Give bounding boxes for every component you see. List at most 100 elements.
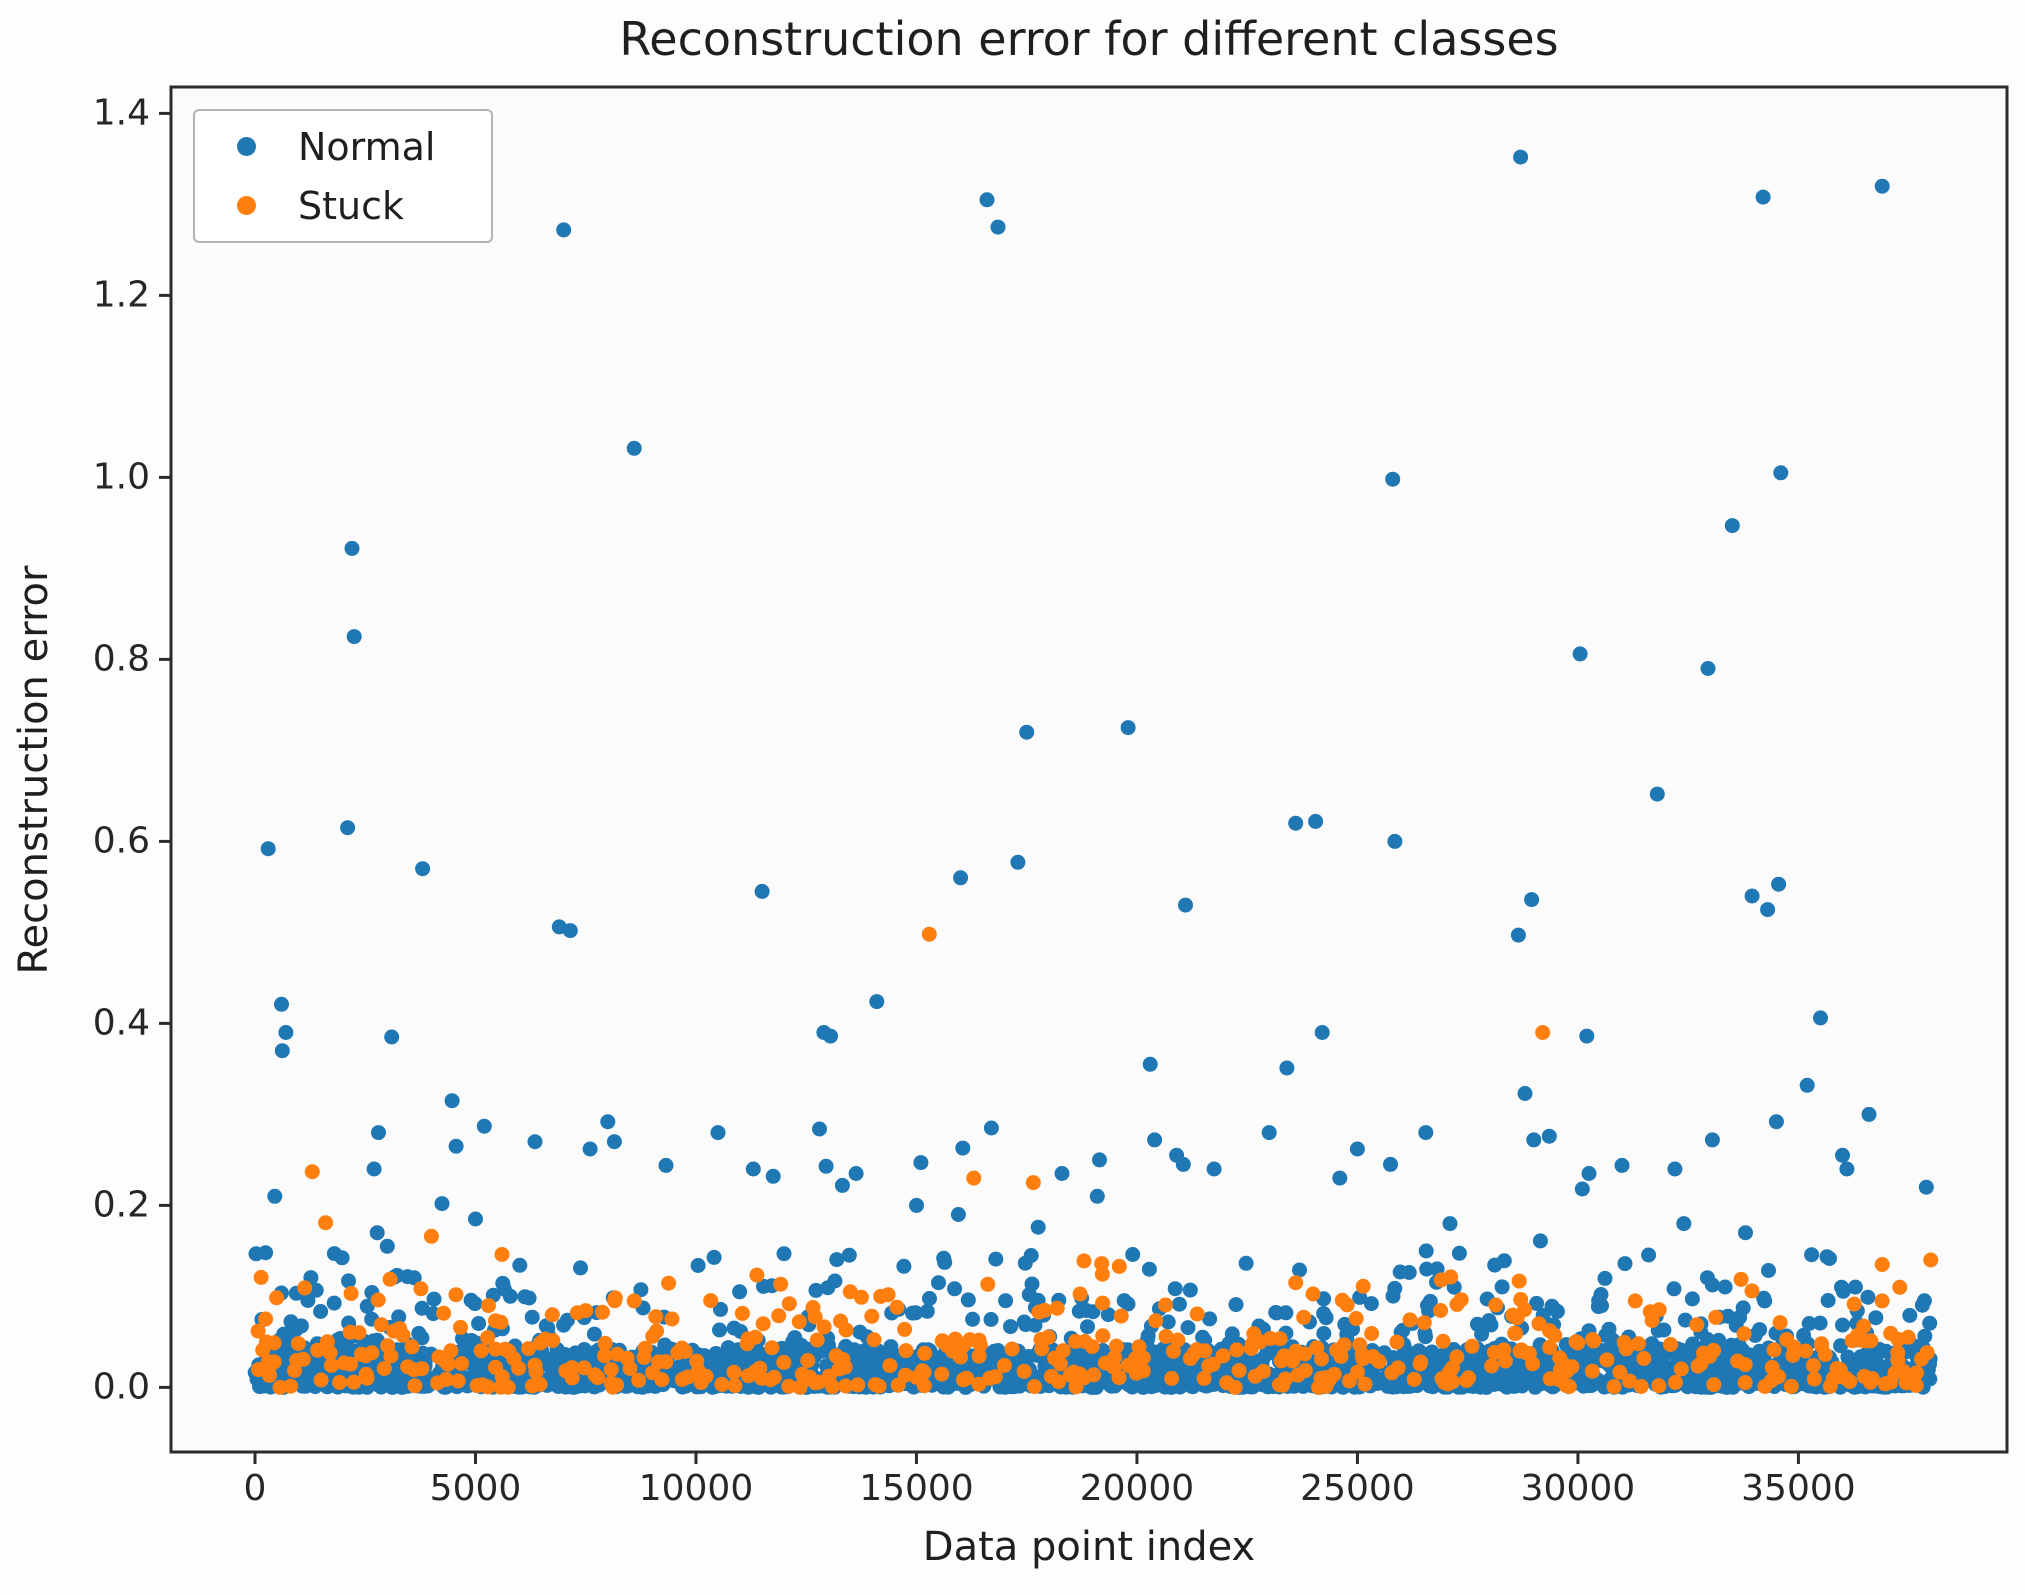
scatter-point: [1497, 1353, 1513, 1369]
scatter-point: [297, 1280, 313, 1296]
scatter-point: [1371, 1354, 1387, 1369]
scatter-point: [423, 1228, 439, 1244]
scatter-point: [274, 1043, 290, 1059]
scatter-point: [1676, 1216, 1692, 1232]
scatter-point: [414, 1361, 430, 1377]
scatter-point: [1898, 1375, 1914, 1391]
scatter-point: [1760, 902, 1776, 918]
scatter-point: [1334, 1292, 1350, 1308]
scatter-point: [664, 1311, 680, 1327]
scatter-point: [1189, 1306, 1205, 1322]
y-tick-label: 0.8: [92, 638, 150, 680]
scatter-point: [359, 1298, 375, 1314]
scatter-point: [713, 1301, 728, 1317]
scatter-point: [480, 1330, 496, 1346]
scatter-point: [971, 1376, 987, 1392]
scatter-point: [829, 1252, 845, 1268]
scatter-point: [473, 1343, 489, 1359]
scatter-point: [1474, 1326, 1490, 1342]
scatter-point: [603, 1375, 619, 1391]
scatter-point: [787, 1330, 803, 1346]
scatter-point: [494, 1247, 510, 1262]
scatter-point: [1834, 1279, 1849, 1295]
scatter-point: [1288, 815, 1304, 831]
scatter-point: [1663, 1337, 1678, 1352]
scatter-point: [1744, 1283, 1760, 1299]
scatter-point: [1706, 1377, 1722, 1393]
scatter-point: [606, 1134, 622, 1150]
scatter-point: [1228, 1297, 1244, 1313]
scatter-point: [1568, 1334, 1584, 1350]
scatter-point: [781, 1296, 797, 1312]
scatter-point: [763, 1372, 778, 1388]
scatter-point: [1883, 1374, 1899, 1390]
x-tick-label: 25000: [1300, 1468, 1415, 1509]
scatter-point: [326, 1246, 342, 1262]
scatter-point: [261, 1368, 277, 1383]
x-tick-label: 0: [243, 1468, 267, 1509]
scatter-point: [808, 1282, 824, 1298]
scatter-point: [1856, 1368, 1872, 1384]
scatter-point: [953, 1349, 969, 1365]
scatter-point: [1631, 1336, 1646, 1352]
scatter-point: [607, 1290, 623, 1306]
scatter-point: [1736, 1326, 1752, 1342]
scatter-point: [727, 1378, 743, 1394]
scatter-point: [1918, 1179, 1934, 1195]
scatter-point: [917, 1345, 933, 1361]
scatter-point: [1278, 1305, 1294, 1321]
scatter-point: [657, 1337, 673, 1353]
scatter-point: [1756, 1290, 1772, 1306]
y-tick-label: 0.2: [92, 1184, 150, 1226]
scatter-point: [1406, 1371, 1422, 1387]
scatter-point: [448, 1138, 464, 1154]
scatter-point: [1689, 1317, 1705, 1333]
legend-label-normal: Normal: [298, 124, 436, 169]
scatter-point: [1292, 1262, 1307, 1278]
scatter-point: [820, 1280, 836, 1296]
scatter-point: [1850, 1328, 1865, 1343]
scatter-point: [1080, 1319, 1095, 1335]
plot-area: [169, 85, 2009, 1454]
scatter-point: [732, 1284, 748, 1300]
scatter-point: [1341, 1373, 1357, 1389]
scatter-point: [998, 1293, 1014, 1309]
scatter-point: [1737, 1357, 1753, 1373]
scatter-point: [1182, 1282, 1198, 1298]
scatter-point: [1288, 1275, 1304, 1291]
scatter-point: [586, 1326, 602, 1342]
scatter-point: [1076, 1253, 1092, 1269]
scatter-point: [597, 1348, 612, 1364]
scatter-point: [776, 1354, 792, 1370]
scatter-point: [866, 1332, 882, 1348]
scatter-point: [1068, 1333, 1084, 1349]
scatter-point: [366, 1161, 382, 1177]
scatter-point: [323, 1358, 339, 1373]
scatter-point: [889, 1299, 905, 1315]
scatter-point: [1700, 661, 1716, 676]
scatter-point: [1148, 1313, 1164, 1329]
scatter-point: [1196, 1370, 1212, 1386]
scatter-point: [833, 1313, 848, 1329]
scatter-point: [1916, 1293, 1932, 1309]
scatter-point: [1839, 1161, 1855, 1177]
scatter-point: [1636, 1351, 1652, 1366]
scatter-point: [1847, 1279, 1863, 1295]
scatter-point: [346, 1374, 362, 1390]
scatter-point: [800, 1353, 816, 1368]
scatter-point: [1529, 1295, 1545, 1311]
scatter-point: [1445, 1360, 1460, 1376]
scatter-point: [400, 1359, 416, 1375]
scatter-point: [1690, 1358, 1706, 1374]
scatter-point: [842, 1284, 858, 1300]
scatter-point: [1833, 1338, 1849, 1354]
scatter-point: [564, 1360, 580, 1376]
scatter-point: [1164, 1370, 1180, 1386]
scatter-point: [1597, 1270, 1613, 1286]
scatter-point: [1095, 1295, 1111, 1311]
scatter-point: [1185, 1379, 1201, 1395]
scatter-point: [562, 923, 578, 939]
scatter-point: [464, 1333, 479, 1348]
scatter-point: [1606, 1379, 1622, 1395]
scatter-point: [1627, 1293, 1643, 1309]
